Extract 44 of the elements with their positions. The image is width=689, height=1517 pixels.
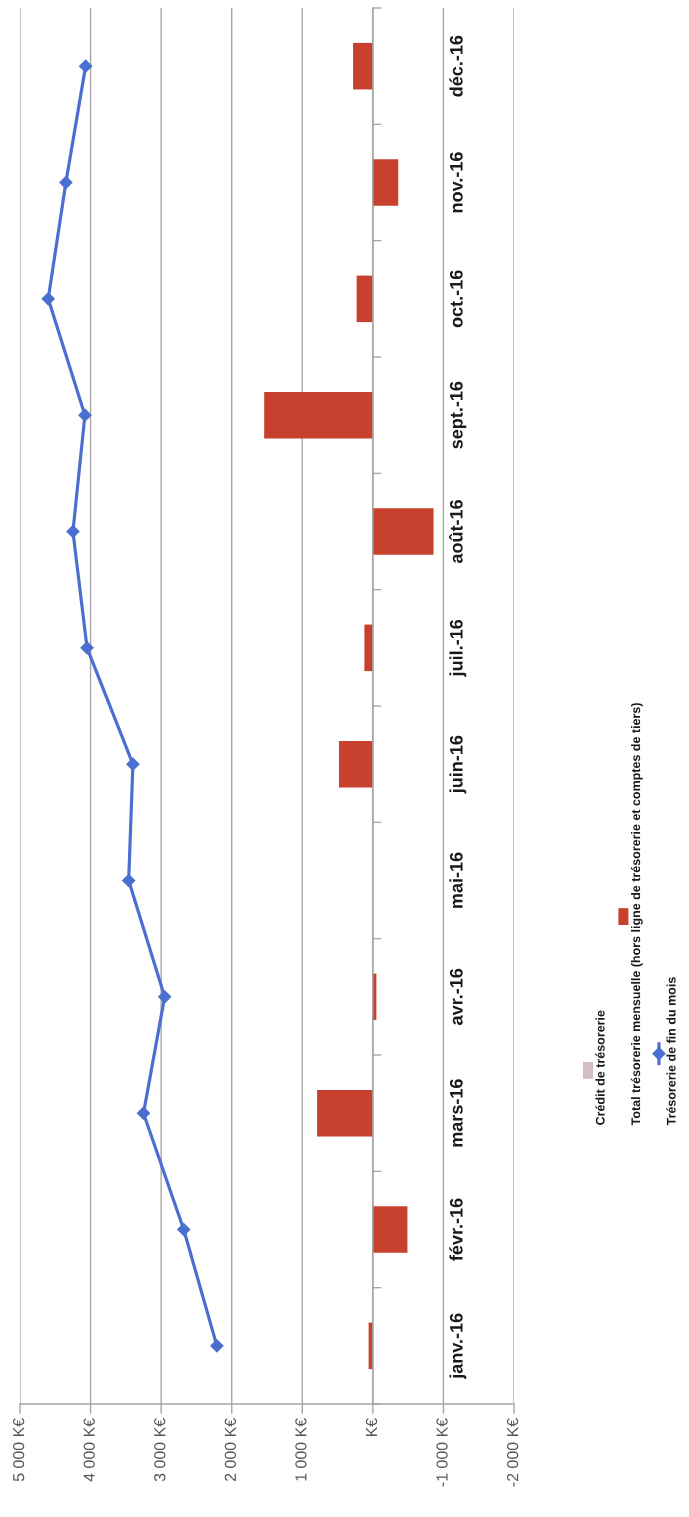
x-tick-label: 5 000 K€: [12, 1418, 25, 1482]
point: [80, 641, 94, 655]
bar: [356, 275, 373, 323]
point: [210, 1339, 224, 1353]
point: [177, 1222, 191, 1237]
x-tick-label: 4 000 K€: [83, 1418, 95, 1482]
x-tick-label: 3 000 K€: [154, 1418, 166, 1482]
y-tick-label: sept.-16: [449, 381, 467, 449]
y-tick-label: juin-16: [449, 735, 467, 794]
legend-label: Trésorerie de fin du mois: [666, 977, 676, 1126]
x-tick-label: -1 000 K€: [436, 1418, 448, 1487]
x-tick-label: -2 000 K€: [506, 1418, 519, 1487]
legend-label: Crédit de trésorerie: [595, 1010, 605, 1125]
bar: [364, 624, 373, 672]
y-tick-label: déc.-16: [449, 35, 463, 97]
x-tick-label: 2 000 K€: [224, 1418, 236, 1482]
y-tick-label: août-16: [449, 500, 463, 564]
point: [41, 292, 55, 306]
point: [158, 990, 172, 1004]
bar: [317, 1089, 373, 1137]
x-tick-label: K€: [365, 1418, 378, 1437]
point: [59, 175, 73, 190]
point: [136, 1106, 151, 1120]
point: [66, 524, 80, 539]
y-tick-label: nov.-16: [449, 152, 463, 213]
y-tick-label: mai-16: [449, 852, 463, 908]
bar: [372, 508, 434, 555]
legend-label: Total trésorerie mensuelle (hors ligne de trésorerie et comptes de tiers): [630, 703, 643, 1126]
y-tick-label: janv.-16: [449, 1313, 467, 1380]
bar: [353, 42, 373, 90]
point: [78, 408, 92, 422]
bar: [372, 159, 399, 206]
bar: [372, 1206, 408, 1253]
y-tick-label: oct.-16: [449, 270, 463, 328]
y-tick-label: juil.-16: [449, 619, 467, 677]
y-tick-label: févr.-16: [449, 1198, 463, 1261]
x-tick-label: 1 000 K€: [295, 1418, 307, 1481]
bar: [338, 740, 373, 788]
y-tick-label: avr.-16: [449, 968, 463, 1025]
bar: [264, 391, 373, 439]
point: [79, 59, 93, 73]
point: [126, 757, 140, 771]
y-tick-label: mars-16: [449, 1079, 463, 1147]
point: [122, 873, 136, 888]
